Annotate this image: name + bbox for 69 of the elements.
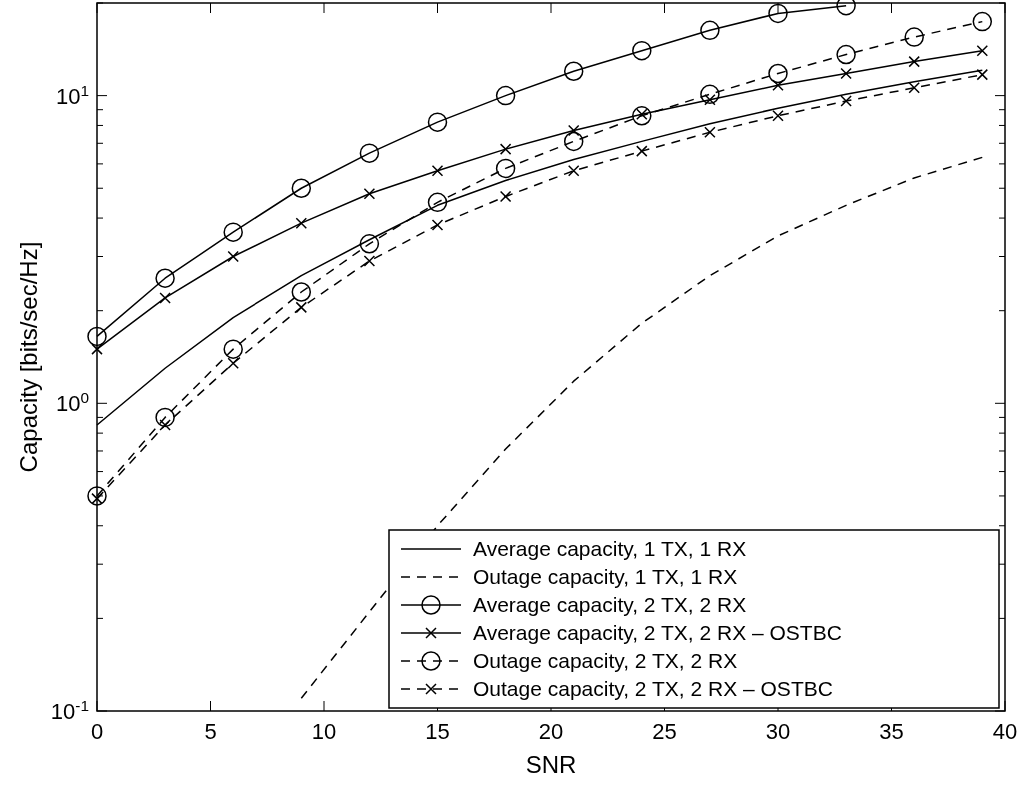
x-tick-label: 40 (992, 719, 1017, 744)
point (700, 84, 720, 105)
point (908, 55, 920, 68)
y-axis-title: Capacity [bits/sec/Hz] (15, 241, 42, 473)
point (359, 143, 380, 163)
point (563, 131, 584, 152)
point (567, 124, 580, 137)
point (700, 20, 720, 41)
x-tick-label: 20 (538, 719, 564, 744)
point (632, 106, 652, 126)
point (499, 143, 512, 155)
point (431, 219, 444, 231)
legend-label: Outage capacity, 1 TX, 1 RX (473, 565, 738, 588)
point (836, 44, 856, 65)
point (972, 11, 993, 32)
point (291, 178, 312, 198)
legend-label: Average capacity, 2 TX, 2 RX (473, 593, 747, 616)
point (499, 190, 512, 203)
x-tick-label: 10 (311, 719, 337, 744)
point (427, 192, 448, 213)
x-tick-label: 35 (879, 719, 904, 744)
point (768, 3, 788, 24)
point (363, 187, 376, 200)
legend-label: Average capacity, 2 TX, 2 RX – OSTBC (473, 621, 842, 644)
y-tick-label: 10$^{-1}$ (50, 696, 89, 724)
point (223, 222, 243, 242)
point (567, 164, 580, 177)
point (295, 301, 308, 314)
point (227, 250, 239, 263)
point (295, 217, 308, 229)
point (495, 158, 516, 179)
point (427, 112, 448, 132)
point (359, 234, 380, 254)
x-axis-title: SNR (525, 751, 577, 778)
point (227, 357, 239, 369)
point (908, 82, 920, 94)
point (495, 85, 516, 106)
point (976, 44, 989, 57)
point (91, 343, 103, 355)
point (704, 126, 716, 139)
point (431, 164, 444, 177)
point (87, 486, 107, 506)
x-tick-label: 0 (90, 719, 104, 744)
point (840, 67, 852, 80)
point (291, 282, 312, 302)
point (636, 145, 648, 157)
point (87, 326, 107, 347)
point (904, 27, 924, 47)
point (632, 40, 652, 61)
point (155, 268, 175, 288)
point (772, 110, 784, 122)
point (363, 255, 376, 267)
point (563, 61, 584, 82)
legend-label: Outage capacity, 2 TX, 2 RX – OSTBC (473, 677, 833, 700)
point (159, 292, 171, 304)
point (159, 419, 171, 431)
point (840, 95, 852, 107)
x-tick-label: 15 (425, 719, 450, 744)
x-tick-label: 25 (652, 719, 677, 744)
point (155, 407, 175, 428)
y-tick-label: 10$^{1}$ (55, 81, 89, 109)
point (976, 68, 989, 81)
legend-label: Average capacity, 1 TX, 1 RX (473, 537, 747, 560)
legend-label: Outage capacity, 2 TX, 2 RX (473, 649, 738, 672)
x-tick-label: 5 (204, 719, 217, 744)
y-tick-label: 10$^{0}$ (55, 388, 89, 417)
point (223, 339, 243, 359)
point (768, 63, 788, 84)
x-tick-label: 30 (765, 719, 791, 744)
